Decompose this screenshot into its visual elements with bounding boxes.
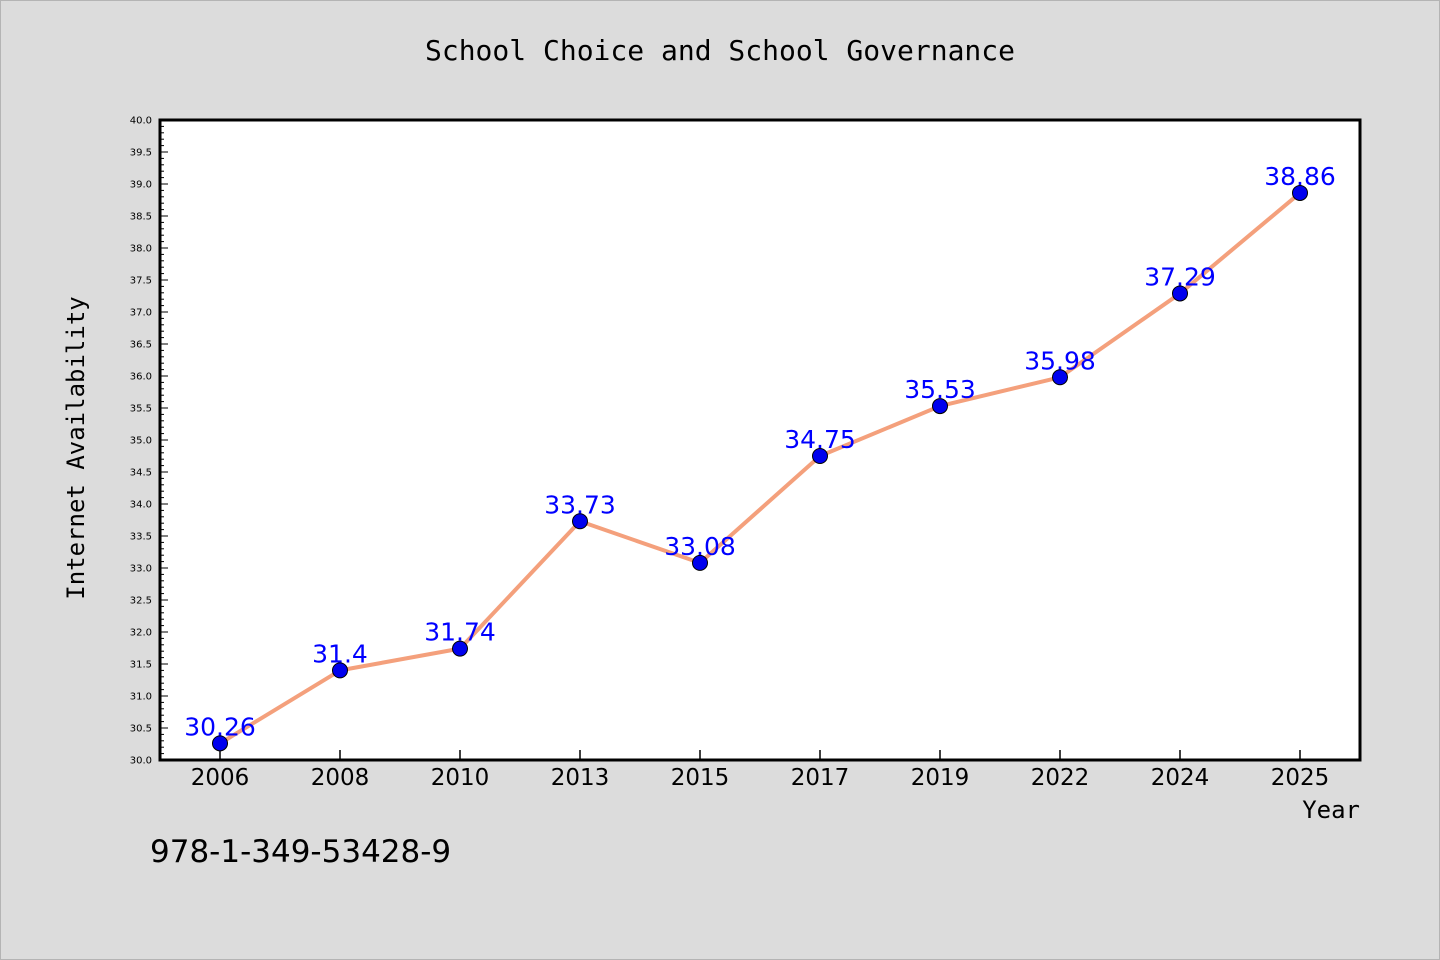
x-tick-label: 2019 (911, 765, 970, 791)
data-label: 30.26 (184, 712, 256, 741)
data-point (452, 640, 468, 657)
data-label: 33.73 (544, 490, 616, 519)
x-tick-label: 2010 (431, 765, 490, 791)
y-tick-label: 37.5 (130, 276, 152, 287)
x-tick-label: 2006 (191, 765, 250, 791)
data-label: 37.29 (1144, 262, 1216, 291)
y-tick-label: 31.5 (130, 660, 152, 671)
data-label: 31.74 (424, 618, 496, 647)
data-point (332, 662, 348, 679)
data-point (692, 554, 708, 571)
y-tick-label: 30.0 (130, 756, 152, 767)
data-point (1052, 369, 1068, 386)
chart-title: School Choice and School Governance (424, 34, 1015, 67)
y-tick-label: 35.5 (130, 404, 152, 415)
data-label: 34.75 (784, 425, 856, 454)
y-tick-label: 30.5 (130, 724, 152, 735)
plot-area (158, 118, 1362, 762)
data-point (932, 398, 948, 415)
y-tick-label: 32.5 (130, 596, 152, 607)
data-label: 31.4 (312, 639, 368, 668)
y-tick-label: 35.0 (130, 436, 152, 447)
x-tick-label: 2008 (311, 765, 370, 791)
y-tick-label: 36.0 (130, 372, 152, 383)
x-tick-label: 2024 (1151, 765, 1210, 791)
y-tick-label: 34.5 (130, 468, 152, 479)
y-tick-label: 39.0 (130, 180, 152, 191)
y-tick-label: 31.0 (130, 692, 152, 703)
series-line (218, 191, 1302, 746)
y-tick-label: 36.5 (130, 340, 152, 351)
y-tick-label: 33.5 (130, 532, 152, 543)
data-label: 38.86 (1264, 162, 1336, 191)
x-tick-label: 2017 (791, 765, 850, 791)
y-tick-label: 34.0 (130, 500, 152, 511)
y-tick-label: 38.0 (130, 244, 152, 255)
data-label: 35.53 (904, 375, 976, 404)
x-axis-label: Year (1302, 796, 1360, 824)
y-tick-label: 39.5 (130, 148, 152, 159)
data-point (1172, 285, 1188, 302)
data-point (212, 735, 228, 752)
data-label: 35.98 (1024, 346, 1096, 375)
y-tick-label: 32.0 (130, 628, 152, 639)
x-tick-label: 2015 (671, 765, 730, 791)
y-tick-label: 33.0 (130, 564, 152, 575)
x-tick-label: 2013 (551, 765, 610, 791)
y-tick-label: 40.0 (130, 116, 152, 127)
x-tick-label: 2025 (1271, 765, 1330, 791)
data-point (572, 513, 588, 530)
data-point (812, 448, 828, 464)
y-tick-label: 38.5 (130, 212, 152, 223)
isbn-annotation: 978-1-349-53428-9 (150, 834, 452, 870)
data-point (1292, 184, 1308, 201)
x-tick-label: 2022 (1031, 765, 1090, 791)
data-label: 33.08 (664, 532, 736, 561)
y-tick-label: 37.0 (130, 308, 152, 319)
